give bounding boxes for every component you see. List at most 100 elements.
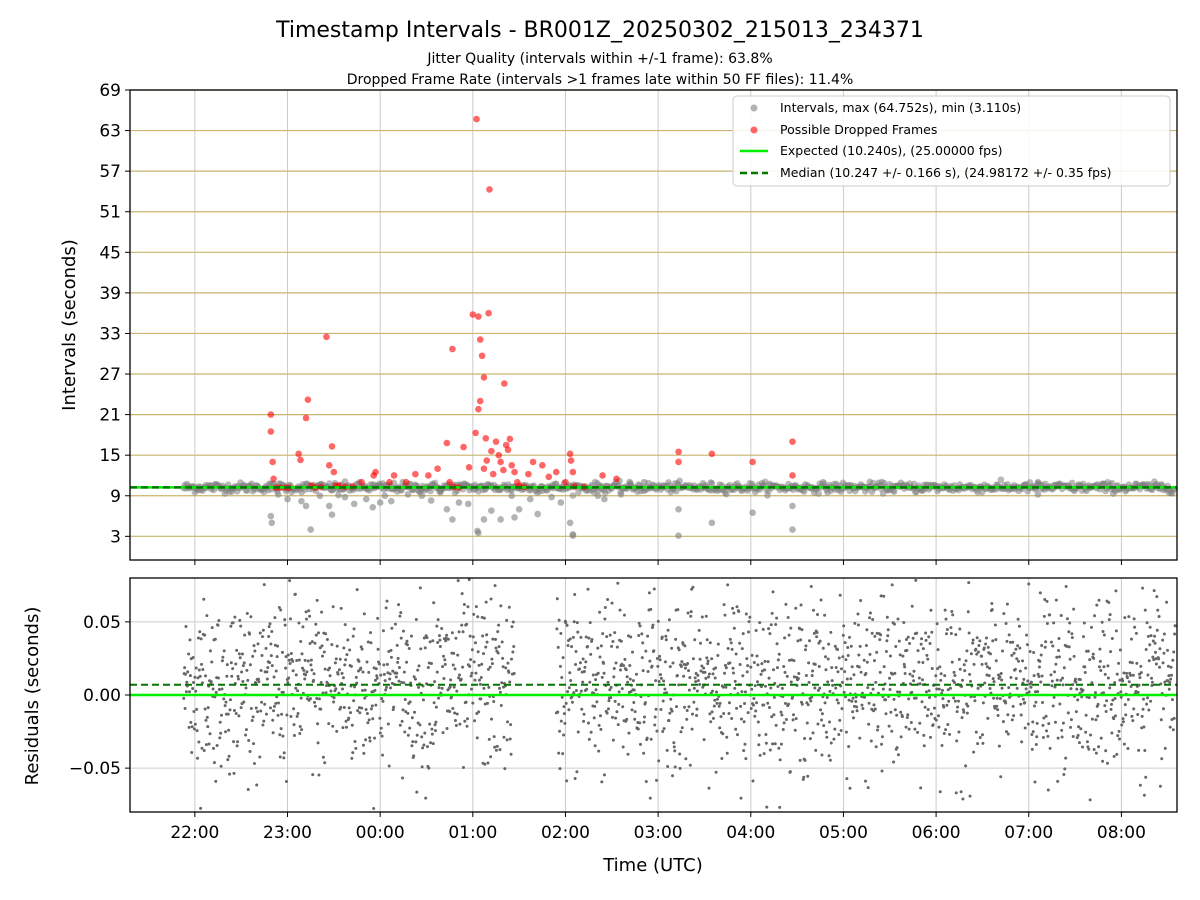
- residual-point: [1064, 584, 1068, 588]
- intervals-ytick-label-2: 15: [99, 446, 121, 466]
- residual-point: [1117, 729, 1121, 733]
- residual-point: [465, 717, 469, 721]
- residual-point: [1154, 650, 1158, 654]
- residual-point: [1043, 597, 1047, 601]
- residual-point: [332, 700, 336, 704]
- residual-point: [691, 585, 695, 589]
- residual-point: [656, 664, 660, 668]
- residual-point: [763, 684, 767, 688]
- residual-point: [1141, 586, 1145, 590]
- residual-point: [658, 654, 662, 658]
- residual-point: [1047, 722, 1051, 726]
- residual-point: [893, 708, 897, 712]
- residual-point: [592, 716, 596, 720]
- residual-point: [593, 744, 597, 748]
- residual-point: [835, 698, 839, 702]
- residual-point: [826, 680, 830, 684]
- residual-point: [911, 674, 915, 678]
- residual-point: [997, 744, 1001, 748]
- residual-point: [423, 646, 427, 650]
- residual-point: [739, 796, 743, 800]
- residual-point: [1033, 704, 1037, 708]
- residual-point: [733, 679, 737, 683]
- residual-point: [671, 661, 675, 665]
- residual-point: [1112, 754, 1116, 758]
- residual-point: [993, 706, 997, 710]
- residual-point: [648, 659, 652, 663]
- residual-point: [903, 672, 907, 676]
- residual-point: [364, 738, 368, 742]
- residual-point: [1161, 638, 1165, 642]
- residual-point: [746, 664, 750, 668]
- residual-point: [374, 667, 378, 671]
- residual-point: [330, 643, 334, 647]
- residual-point: [1044, 640, 1048, 644]
- residual-point: [304, 617, 308, 621]
- dropped-frame-point: [539, 462, 546, 469]
- residual-point: [317, 773, 321, 777]
- residual-point: [300, 728, 304, 732]
- residual-point: [347, 706, 351, 710]
- residual-point: [878, 670, 882, 674]
- residual-point: [749, 706, 753, 710]
- residual-point: [399, 636, 403, 640]
- residual-point: [250, 718, 254, 722]
- residual-point: [256, 710, 260, 714]
- residual-point: [287, 658, 291, 662]
- residual-point: [454, 636, 458, 640]
- residual-point: [839, 728, 843, 732]
- residual-point: [1081, 745, 1085, 749]
- residual-point: [619, 639, 623, 643]
- residual-point: [1034, 700, 1038, 704]
- residual-point: [375, 676, 379, 680]
- residual-point: [876, 725, 880, 729]
- interval-point: [548, 493, 555, 501]
- residual-point: [1014, 647, 1018, 651]
- residual-point: [669, 697, 673, 701]
- residual-point: [873, 707, 877, 711]
- dropped-frame-point: [789, 438, 796, 445]
- residual-point: [928, 695, 932, 699]
- residual-point: [583, 665, 587, 669]
- residual-point: [828, 720, 832, 724]
- residual-point: [824, 655, 828, 659]
- residual-point: [203, 707, 207, 711]
- residual-point: [852, 716, 856, 720]
- residual-point: [859, 599, 863, 603]
- residual-point: [899, 735, 903, 739]
- residual-point: [397, 603, 401, 607]
- residual-point: [582, 670, 586, 674]
- residual-point: [944, 728, 948, 732]
- residual-point: [864, 779, 868, 783]
- residual-point: [814, 748, 818, 752]
- residual-point: [1101, 759, 1105, 763]
- dropped-frame-point: [480, 374, 488, 381]
- residual-point: [249, 615, 253, 619]
- residual-point: [806, 703, 810, 707]
- residual-point: [850, 665, 854, 669]
- residual-point: [1125, 671, 1129, 675]
- residual-point: [506, 720, 510, 724]
- residual-point: [1089, 625, 1093, 629]
- x-axis-label: Time (UTC): [602, 855, 703, 876]
- residual-point: [405, 660, 409, 664]
- residual-point: [968, 679, 972, 683]
- x-tick-label-4: 02:00: [541, 823, 590, 843]
- dropped-frame-point: [446, 478, 453, 486]
- residual-point: [369, 631, 373, 635]
- residual-point: [1035, 735, 1039, 739]
- residual-point: [414, 740, 418, 744]
- residual-point: [842, 624, 846, 628]
- residual-point: [709, 720, 713, 724]
- residual-point: [737, 609, 741, 613]
- residual-point: [386, 671, 390, 675]
- residual-point: [904, 725, 908, 729]
- residual-point: [828, 758, 832, 762]
- residual-point: [629, 635, 633, 639]
- residual-point: [1126, 747, 1130, 751]
- residual-point: [319, 681, 323, 685]
- residual-point: [975, 636, 979, 640]
- residual-point: [440, 627, 444, 631]
- residual-point: [786, 616, 790, 620]
- residual-point: [915, 631, 919, 635]
